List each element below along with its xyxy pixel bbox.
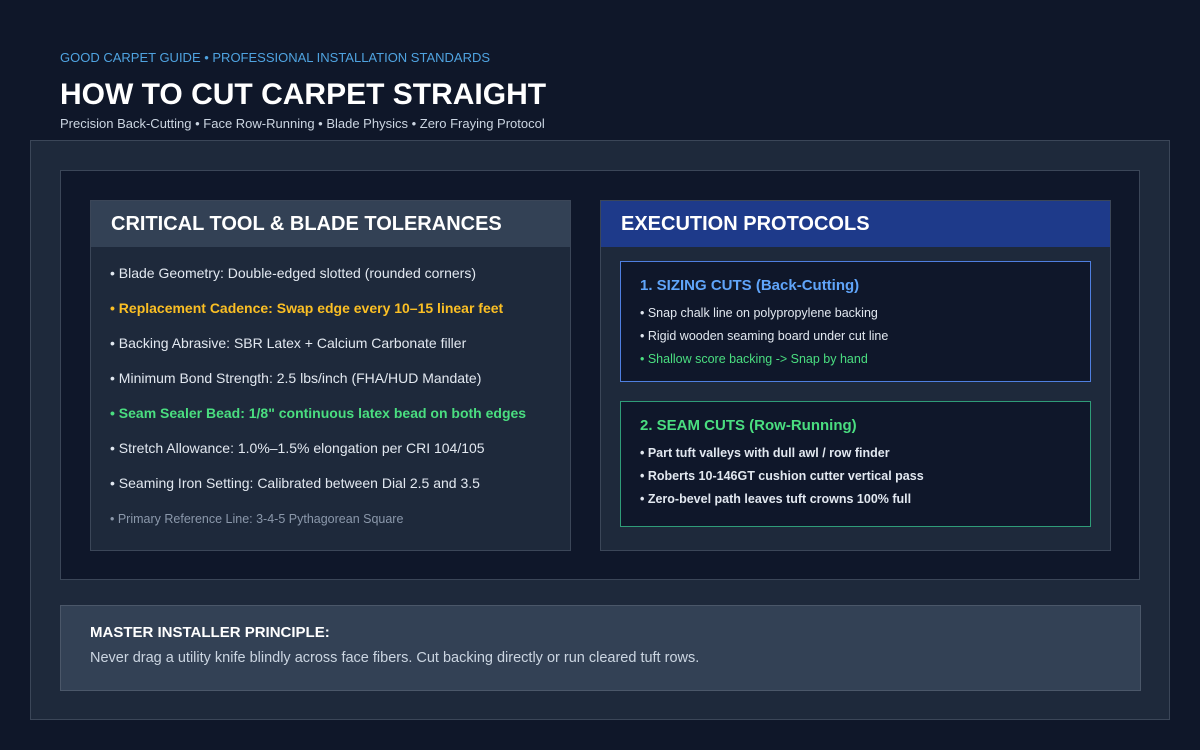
list-item: • Backing Abrasive: SBR Latex + Calcium … <box>110 335 467 351</box>
card-title: CRITICAL TOOL & BLADE TOLERANCES <box>91 201 570 247</box>
tolerances-card: CRITICAL TOOL & BLADE TOLERANCES • Blade… <box>90 200 571 551</box>
protocol-title: 2. SEAM CUTS (Row-Running) <box>640 417 857 434</box>
principle-text: Never drag a utility knife blindly acros… <box>90 650 700 666</box>
protocol-box: 1. SIZING CUTS (Back-Cutting) • Snap chal… <box>620 261 1091 382</box>
card-title: EXECUTION PROTOCOLS <box>601 201 1110 247</box>
list-item: • Replacement Cadence: Swap edge every 1… <box>110 300 504 316</box>
protocol-item: • Roberts 10-146GT cushion cutter vertic… <box>640 469 924 483</box>
kicker: GOOD CARPET GUIDE • PROFESSIONAL INSTALL… <box>60 50 491 65</box>
list-item: • Seaming Iron Setting: Calibrated betwe… <box>110 475 480 491</box>
list-item: • Stretch Allowance: 1.0%–1.5% elongatio… <box>110 440 485 456</box>
protocol-box: 2. SEAM CUTS (Row-Running) • Part tuft va… <box>620 401 1091 527</box>
principle-box: MASTER INSTALLER PRINCIPLE: Never drag a… <box>60 605 1141 691</box>
page-title: HOW TO CUT CARPET STRAIGHT <box>60 78 547 111</box>
subtitle: Precision Back-Cutting • Face Row-Runnin… <box>60 116 545 131</box>
principle-title: MASTER INSTALLER PRINCIPLE: <box>90 624 330 641</box>
list-item: • Blade Geometry: Double-edged slotted (… <box>110 265 476 281</box>
protocol-item: • Shallow score backing -> Snap by hand <box>640 352 868 366</box>
protocol-item: • Snap chalk line on polypropylene backi… <box>640 306 878 320</box>
list-item: • Minimum Bond Strength: 2.5 lbs/inch (F… <box>110 370 482 386</box>
list-item: • Seam Sealer Bead: 1/8" continuous late… <box>110 405 527 421</box>
protocol-item: • Zero-bevel path leaves tuft crowns 100… <box>640 492 912 506</box>
protocol-title: 1. SIZING CUTS (Back-Cutting) <box>640 277 860 294</box>
list-item: • Primary Reference Line: 3-4-5 Pythagor… <box>110 512 404 526</box>
protocol-item: • Rigid wooden seaming board under cut l… <box>640 329 889 343</box>
protocol-item: • Part tuft valleys with dull awl / row … <box>640 446 890 460</box>
protocols-card: EXECUTION PROTOCOLS 1. SIZING CUTS (Back… <box>600 200 1111 551</box>
